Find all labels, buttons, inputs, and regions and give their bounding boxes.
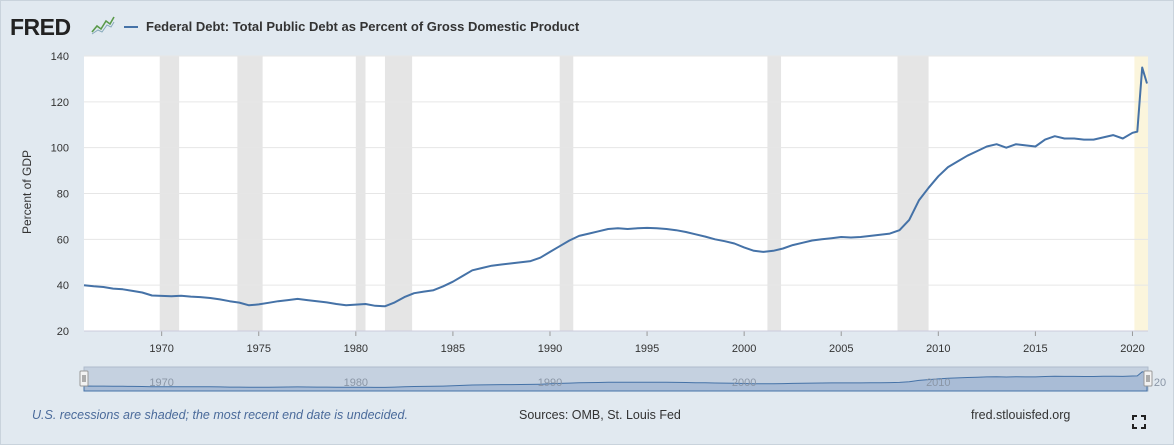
x-tick-label: 2010 bbox=[926, 343, 950, 355]
site-link[interactable]: fred.stlouisfed.org bbox=[971, 408, 1071, 422]
sources-text: Sources: OMB, St. Louis Fed bbox=[519, 408, 681, 422]
y-tick-label: 100 bbox=[51, 143, 69, 155]
x-tick-label: 2020 bbox=[1120, 343, 1144, 355]
x-tick-label: 1980 bbox=[344, 343, 368, 355]
legend-swatch bbox=[124, 25, 138, 28]
fullscreen-icon[interactable] bbox=[1132, 415, 1146, 429]
y-tick-label: 40 bbox=[57, 280, 69, 292]
navigator-left-handle[interactable] bbox=[79, 370, 89, 387]
handle-body bbox=[1143, 370, 1153, 387]
x-tick-label: 2015 bbox=[1023, 343, 1047, 355]
recession-note: U.S. recessions are shaded; the most rec… bbox=[32, 408, 408, 422]
y-tick-label: 120 bbox=[51, 97, 69, 109]
y-tick-label: 60 bbox=[57, 234, 69, 246]
x-tick-label: 1975 bbox=[247, 343, 271, 355]
x-tick-label: 1970 bbox=[149, 343, 173, 355]
navigator-tick-label: 20 bbox=[1154, 377, 1166, 389]
legend-series-title[interactable]: Federal Debt: Total Public Debt as Perce… bbox=[146, 19, 580, 34]
navigator-tick-label: 1970 bbox=[149, 377, 173, 389]
navigator-tick-label: 1990 bbox=[538, 377, 562, 389]
navigator-tick-label: 1980 bbox=[344, 377, 368, 389]
y-tick-label: 140 bbox=[51, 51, 69, 63]
y-tick-label: 80 bbox=[57, 189, 69, 201]
x-tick-label: 1985 bbox=[441, 343, 465, 355]
navigator-right-handle[interactable] bbox=[1143, 370, 1153, 387]
navigator-tick-label: 2000 bbox=[732, 377, 756, 389]
line-chart: 20 40 60 80 100 120 140 1970 1975 1980 1985 1990 199… bbox=[51, 51, 1166, 392]
series-line bbox=[83, 66, 1148, 308]
navigator-series bbox=[83, 371, 1148, 392]
x-tick-label: 2005 bbox=[829, 343, 853, 355]
graph-sparkline-icon bbox=[91, 16, 115, 35]
y-tick-label: 20 bbox=[57, 326, 69, 338]
x-tick-label: 1990 bbox=[538, 343, 562, 355]
chart-legend: Federal Debt: Total Public Debt as Perce… bbox=[124, 19, 579, 34]
handle-body bbox=[79, 370, 89, 387]
navigator-tick-label: 2010 bbox=[926, 377, 950, 389]
fred-logo[interactable]: FRED bbox=[10, 14, 71, 40]
x-tick-label: 1995 bbox=[635, 343, 659, 355]
x-tick-label: 2000 bbox=[732, 343, 756, 355]
